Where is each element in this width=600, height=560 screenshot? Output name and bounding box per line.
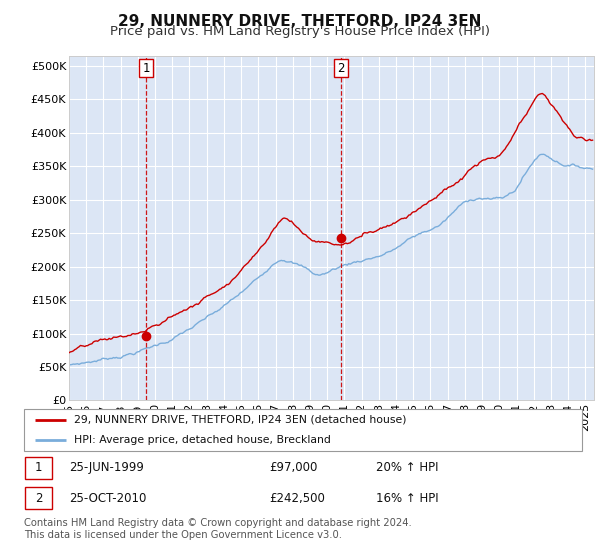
Text: Contains HM Land Registry data © Crown copyright and database right 2024.
This d: Contains HM Land Registry data © Crown c… — [24, 518, 412, 540]
Bar — [25, 487, 52, 510]
Text: Price paid vs. HM Land Registry's House Price Index (HPI): Price paid vs. HM Land Registry's House … — [110, 25, 490, 38]
Text: £242,500: £242,500 — [269, 492, 325, 505]
Text: 1: 1 — [142, 62, 150, 74]
Text: HPI: Average price, detached house, Breckland: HPI: Average price, detached house, Brec… — [74, 435, 331, 445]
Text: 1: 1 — [35, 461, 42, 474]
Text: 2: 2 — [35, 492, 42, 505]
Text: 2: 2 — [337, 62, 345, 74]
Text: 16% ↑ HPI: 16% ↑ HPI — [376, 492, 438, 505]
Text: £97,000: £97,000 — [269, 461, 318, 474]
Text: 25-JUN-1999: 25-JUN-1999 — [68, 461, 143, 474]
Text: 20% ↑ HPI: 20% ↑ HPI — [376, 461, 438, 474]
Text: 25-OCT-2010: 25-OCT-2010 — [68, 492, 146, 505]
Text: 29, NUNNERY DRIVE, THETFORD, IP24 3EN: 29, NUNNERY DRIVE, THETFORD, IP24 3EN — [118, 14, 482, 29]
Bar — [25, 456, 52, 479]
Text: 29, NUNNERY DRIVE, THETFORD, IP24 3EN (detached house): 29, NUNNERY DRIVE, THETFORD, IP24 3EN (d… — [74, 415, 407, 424]
